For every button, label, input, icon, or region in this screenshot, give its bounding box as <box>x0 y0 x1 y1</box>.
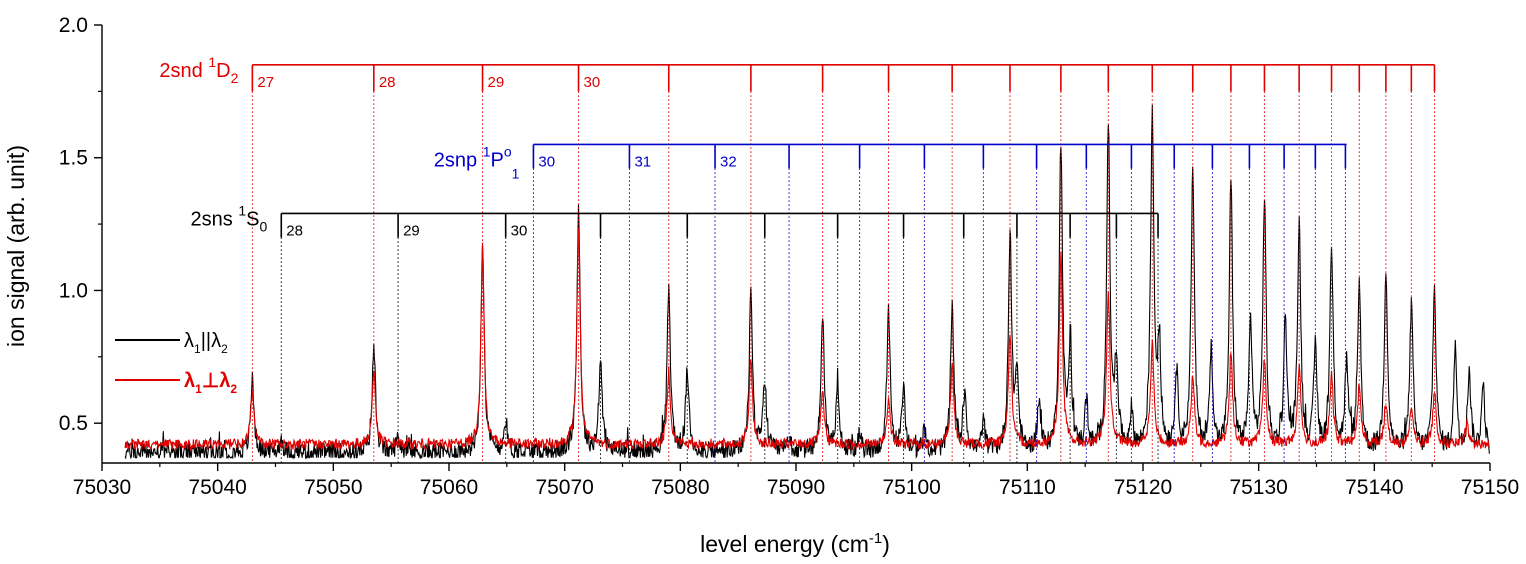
legend-entry: λ1||λ2 <box>184 330 228 356</box>
level-number: 27 <box>257 74 274 91</box>
level-series-2snp: 30 31 32 2snp 1Po1 <box>434 143 1347 463</box>
legend-entry: λ1⊥λ2 <box>184 370 237 396</box>
level-number: 30 <box>584 74 601 91</box>
level-number: 29 <box>488 74 505 91</box>
level-series-label: 2sns 1S0 <box>191 202 268 234</box>
level-series-label: 2snd 1D2 <box>159 54 238 86</box>
x-tick-label: 75100 <box>882 476 940 499</box>
x-tick-label: 75030 <box>73 476 131 499</box>
x-tick-label: 75130 <box>1229 476 1287 499</box>
y-tick-label: 0.5 <box>59 412 88 435</box>
x-tick-label: 75050 <box>304 476 362 499</box>
level-number: 31 <box>634 153 651 170</box>
x-tick-label: 75150 <box>1461 476 1519 499</box>
x-tick-label: 75110 <box>999 476 1056 499</box>
series-line-parallel <box>124 104 1490 460</box>
x-tick-label: 75120 <box>1114 476 1172 499</box>
x-tick-label: 75090 <box>767 476 825 499</box>
axes: 75030 75040 75050 75060 75070 75080 75090 75100… <box>59 14 1519 499</box>
x-tick-label: 75080 <box>651 476 709 499</box>
level-number: 32 <box>720 153 737 170</box>
x-tick-label: 75070 <box>535 476 593 499</box>
x-tick-label: 75060 <box>420 476 478 499</box>
level-number: 29 <box>403 222 420 239</box>
level-series-2snd: 27 28 29 30 2snd 1D2 <box>159 54 1436 463</box>
level-number: 28 <box>379 74 396 91</box>
level-number: 30 <box>511 222 528 239</box>
plot-area <box>124 104 1490 460</box>
level-series-label: 2snp 1Po1 <box>434 143 520 181</box>
x-axis-title: level energy (cm-1) <box>700 530 890 557</box>
x-tick-label: 75040 <box>188 476 246 499</box>
level-series-2sns: 28 29 30 2sns 1S0 <box>191 202 1159 463</box>
series-line-perpendicular <box>124 229 1490 452</box>
y-tick-label: 2.0 <box>59 14 88 37</box>
level-markers: 27 28 29 30 2snd 1D2 30 31 32 2snp 1Po1 28 29 30 2sn… <box>159 54 1436 463</box>
legend: λ1||λ2 λ1⊥λ2 <box>115 330 237 396</box>
y-axis-title: ion signal (arb. unit) <box>3 145 29 347</box>
level-number: 30 <box>538 153 555 170</box>
y-tick-label: 1.5 <box>59 147 88 170</box>
level-number: 28 <box>286 222 303 239</box>
y-tick-label: 1.0 <box>59 279 88 302</box>
x-tick-label: 75140 <box>1345 476 1403 499</box>
